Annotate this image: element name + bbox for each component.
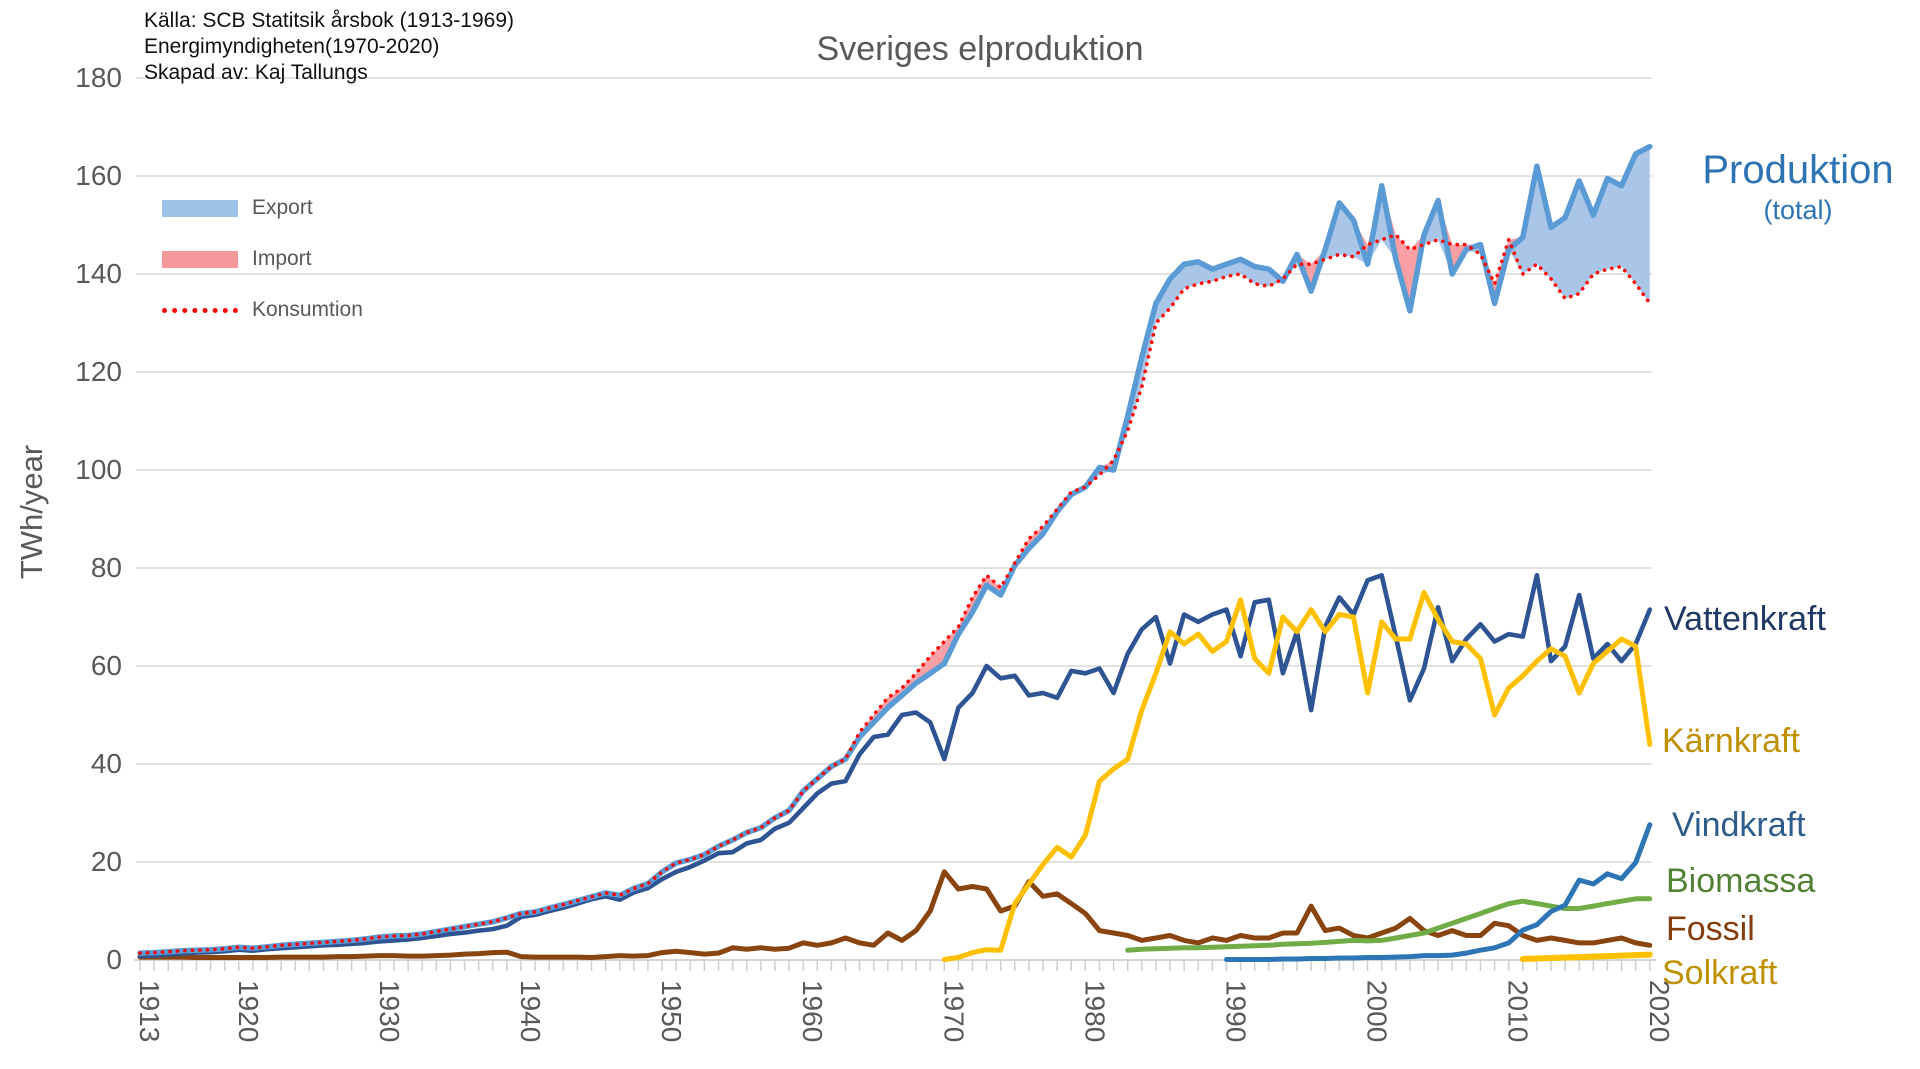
x-tick-label-1990: 1990: [1220, 980, 1251, 1042]
x-tick-label-1940: 1940: [515, 980, 546, 1042]
legend-label-konsumtion: Konsumtion: [252, 298, 363, 321]
x-tick-label-1970: 1970: [938, 980, 969, 1042]
series-label-vattenkraft: Vattenkraft: [1664, 600, 1826, 638]
x-tick-label-1960: 1960: [797, 980, 828, 1042]
y-tick-label-160: 160: [75, 160, 122, 191]
export-swatch-icon: [162, 199, 238, 217]
y-tick-label-20: 20: [91, 846, 122, 877]
legend-row-import: Import: [162, 247, 363, 271]
series-label-biomassa: Biomassa: [1666, 862, 1816, 900]
series-label-vindkraft: Vindkraft: [1672, 806, 1806, 844]
karnkraft-line: [941, 590, 1653, 962]
import-swatch-icon: [162, 250, 238, 268]
y-tick-label-100: 100: [75, 454, 122, 485]
source-attribution: Källa: SCB Statitsik årsbok (1913-1969) …: [144, 8, 514, 86]
export-area: [140, 146, 1650, 954]
legend-row-export: Export: [162, 196, 363, 220]
chart-title: Sveriges elproduktion: [816, 30, 1144, 68]
x-tick-label-1950: 1950: [656, 980, 687, 1042]
y-tick-label-120: 120: [75, 356, 122, 387]
vindkraft-line: [1224, 822, 1653, 962]
import-area: [140, 146, 1650, 954]
konsumtion-dotted-swatch-icon: [162, 307, 238, 313]
legend-label-export: Export: [252, 196, 313, 219]
y-axis-title: TWh/year: [14, 445, 49, 579]
series-label-produktion-text: Produktion: [1702, 148, 1894, 192]
y-tick-label-0: 0: [106, 944, 122, 975]
source-line-2: Energimyndigheten(1970-2020): [144, 35, 440, 58]
y-tick-label-60: 60: [91, 650, 122, 681]
series-label-produktion-sub: (total): [1763, 195, 1833, 225]
series-label-karnkraft: Kärnkraft: [1662, 722, 1800, 760]
y-tick-label-180: 180: [75, 62, 122, 93]
x-tick-label-1920: 1920: [233, 980, 264, 1042]
x-tick-label-2010: 2010: [1503, 980, 1534, 1042]
fossil-line: [137, 869, 1653, 960]
x-tick-label-2020: 2020: [1644, 980, 1675, 1042]
vattenkraft-line: [137, 572, 1653, 959]
x-tick-label-1980: 1980: [1079, 980, 1110, 1042]
x-tick-label-2000: 2000: [1362, 980, 1393, 1042]
solkraft-line: [1519, 951, 1653, 962]
y-tick-label-40: 40: [91, 748, 122, 779]
source-line-1: Källa: SCB Statitsik årsbok (1913-1969): [144, 9, 515, 32]
produktion-line: [137, 143, 1653, 956]
series-label-fossil: Fossil: [1666, 910, 1755, 948]
legend: Export Import Konsumtion: [162, 196, 363, 349]
legend-label-import: Import: [252, 247, 312, 270]
source-line-3: Skapad av: Kaj Tallungs: [144, 61, 368, 84]
legend-row-konsumtion: Konsumtion: [162, 298, 363, 322]
x-tick-label-1913: 1913: [134, 980, 165, 1042]
series-label-solkraft: Solkraft: [1662, 954, 1778, 992]
y-tick-label-80: 80: [91, 552, 122, 583]
konsumtion-line: [138, 233, 1652, 955]
x-tick-label-1930: 1930: [374, 980, 405, 1042]
y-tick-label-140: 140: [75, 258, 122, 289]
series-label-produktion: Produktion (total): [1684, 148, 1912, 226]
